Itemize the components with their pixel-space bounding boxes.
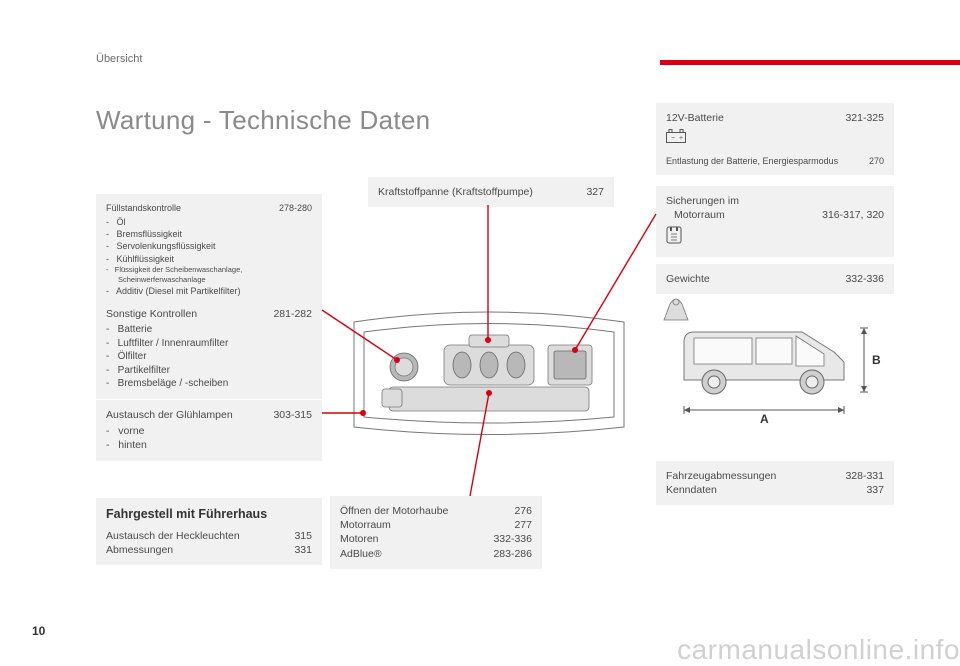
page: Übersicht Wartung - Technische Daten 10 … — [0, 0, 960, 666]
row-pages: 315 — [282, 529, 312, 543]
list-item: vorne — [106, 424, 312, 438]
list-item: hinten — [106, 438, 312, 452]
vehicle-illustration: A B — [656, 292, 896, 442]
list-item: Öl — [106, 216, 312, 228]
batterie-label2: Entlastung der Batterie, Energiesparmodu… — [666, 155, 857, 167]
row-pages: 276 — [502, 504, 532, 518]
fuell-pages: 278-280 — [267, 202, 312, 214]
info-row: AdBlue®283-286 — [340, 547, 532, 561]
batterie-label: 12V-Batterie — [666, 111, 833, 125]
page-title: Wartung - Technische Daten — [96, 105, 430, 136]
sicherungen-label: Sicherungen im Motorraum — [666, 194, 810, 222]
list-item: Additiv (Diesel mit Partikelfilter) — [106, 285, 312, 297]
engine-illustration — [344, 297, 634, 447]
row-label: Kenndaten — [666, 483, 854, 497]
sonstige-pages: 281-282 — [261, 307, 312, 321]
row-pages: 332-336 — [481, 532, 532, 546]
fuell-label: Füllstandskontrolle — [106, 202, 267, 214]
box-gluehlampen: Austausch der Glühlampen 303-315 vornehi… — [96, 400, 322, 461]
gewichte-label: Gewichte — [666, 272, 833, 286]
list-item: Partikelfilter — [106, 364, 312, 378]
watermark: carmanualsonline.info — [677, 634, 960, 666]
box-sicherungen: Sicherungen im Motorraum 316-317, 320 — [656, 186, 894, 257]
box-motor: Öffnen der Motorhaube276Motorraum277Moto… — [330, 496, 542, 569]
page-number: 10 — [32, 624, 45, 638]
list-item: Batterie — [106, 323, 312, 337]
row-label: Öffnen der Motorhaube — [340, 504, 502, 518]
section-label: Übersicht — [96, 53, 142, 65]
row-label: Austausch der Heckleuchten — [106, 529, 282, 543]
sonstige-label: Sonstige Kontrollen — [106, 307, 261, 321]
row-pages: 277 — [502, 518, 532, 532]
row-pages: 283-286 — [481, 547, 532, 561]
info-row: Motoren332-336 — [340, 532, 532, 546]
dim-b-label: B — [872, 353, 881, 367]
svg-text:−: − — [671, 135, 675, 142]
row-pages: 337 — [854, 483, 884, 497]
list-item: Ölfilter — [106, 350, 312, 364]
row-label: Motoren — [340, 532, 481, 546]
row-label: Motorraum — [340, 518, 502, 532]
fuse-icon — [666, 226, 682, 248]
kraftstoff-pages: 327 — [574, 185, 604, 199]
sicherungen-pages: 316-317, 320 — [810, 208, 884, 222]
row-label: Fahrzeugabmessungen — [666, 469, 833, 483]
fahrgestell-heading: Fahrgestell mit Führerhaus — [106, 506, 312, 523]
list-item: Luftfilter / Innenraumfilter — [106, 337, 312, 351]
info-row: Fahrzeugabmessungen328-331 — [666, 469, 884, 483]
info-row: Abmessungen331 — [106, 543, 312, 557]
battery-icon: −+ — [666, 129, 686, 147]
kraftstoff-label: Kraftstoffpanne (Kraftstoffpumpe) — [378, 185, 574, 199]
dim-a-label: A — [760, 412, 769, 426]
fuell-items: ÖlBremsflüssigkeitServolenkungsflüssigke… — [106, 216, 312, 297]
box-fuellstand: Füllstandskontrolle 278-280 ÖlBremsflüss… — [96, 194, 322, 399]
list-item: Flüssigkeit der Scheibenwaschanlage, Sch… — [106, 265, 312, 285]
list-item: Bremsbeläge / -scheiben — [106, 377, 312, 391]
row-pages: 331 — [282, 543, 312, 557]
glueh-label: Austausch der Glühlampen — [106, 408, 261, 422]
list-item: Servolenkungsflüssigkeit — [106, 240, 312, 252]
batterie-pages: 321-325 — [833, 111, 884, 125]
gewichte-pages: 332-336 — [833, 272, 884, 286]
box-kraftstoffpanne: Kraftstoffpanne (Kraftstoffpumpe) 327 — [368, 177, 614, 207]
info-row: Öffnen der Motorhaube276 — [340, 504, 532, 518]
glueh-pages: 303-315 — [261, 408, 312, 422]
glueh-items: vornehinten — [106, 424, 312, 452]
info-row: Motorraum277 — [340, 518, 532, 532]
sonstige-items: BatterieLuftfilter / InnenraumfilterÖlfi… — [106, 323, 312, 391]
list-item: Bremsflüssigkeit — [106, 228, 312, 240]
box-batterie: 12V-Batterie 321-325 −+ Entlastung der B… — [656, 103, 894, 175]
batterie-pages2: 270 — [857, 155, 884, 167]
svg-text:+: + — [679, 135, 683, 142]
row-label: AdBlue® — [340, 547, 481, 561]
accent-bar — [660, 60, 960, 65]
box-gewichte: Gewichte 332-336 — [656, 264, 894, 294]
info-row: Austausch der Heckleuchten315 — [106, 529, 312, 543]
row-label: Abmessungen — [106, 543, 282, 557]
list-item: Kühlflüssigkeit — [106, 253, 312, 265]
row-pages: 328-331 — [833, 469, 884, 483]
box-fahrgestell: Fahrgestell mit Führerhaus Austausch der… — [96, 498, 322, 565]
info-row: Kenndaten337 — [666, 483, 884, 497]
box-fahrzeug: Fahrzeugabmessungen328-331Kenndaten337 — [656, 461, 894, 505]
